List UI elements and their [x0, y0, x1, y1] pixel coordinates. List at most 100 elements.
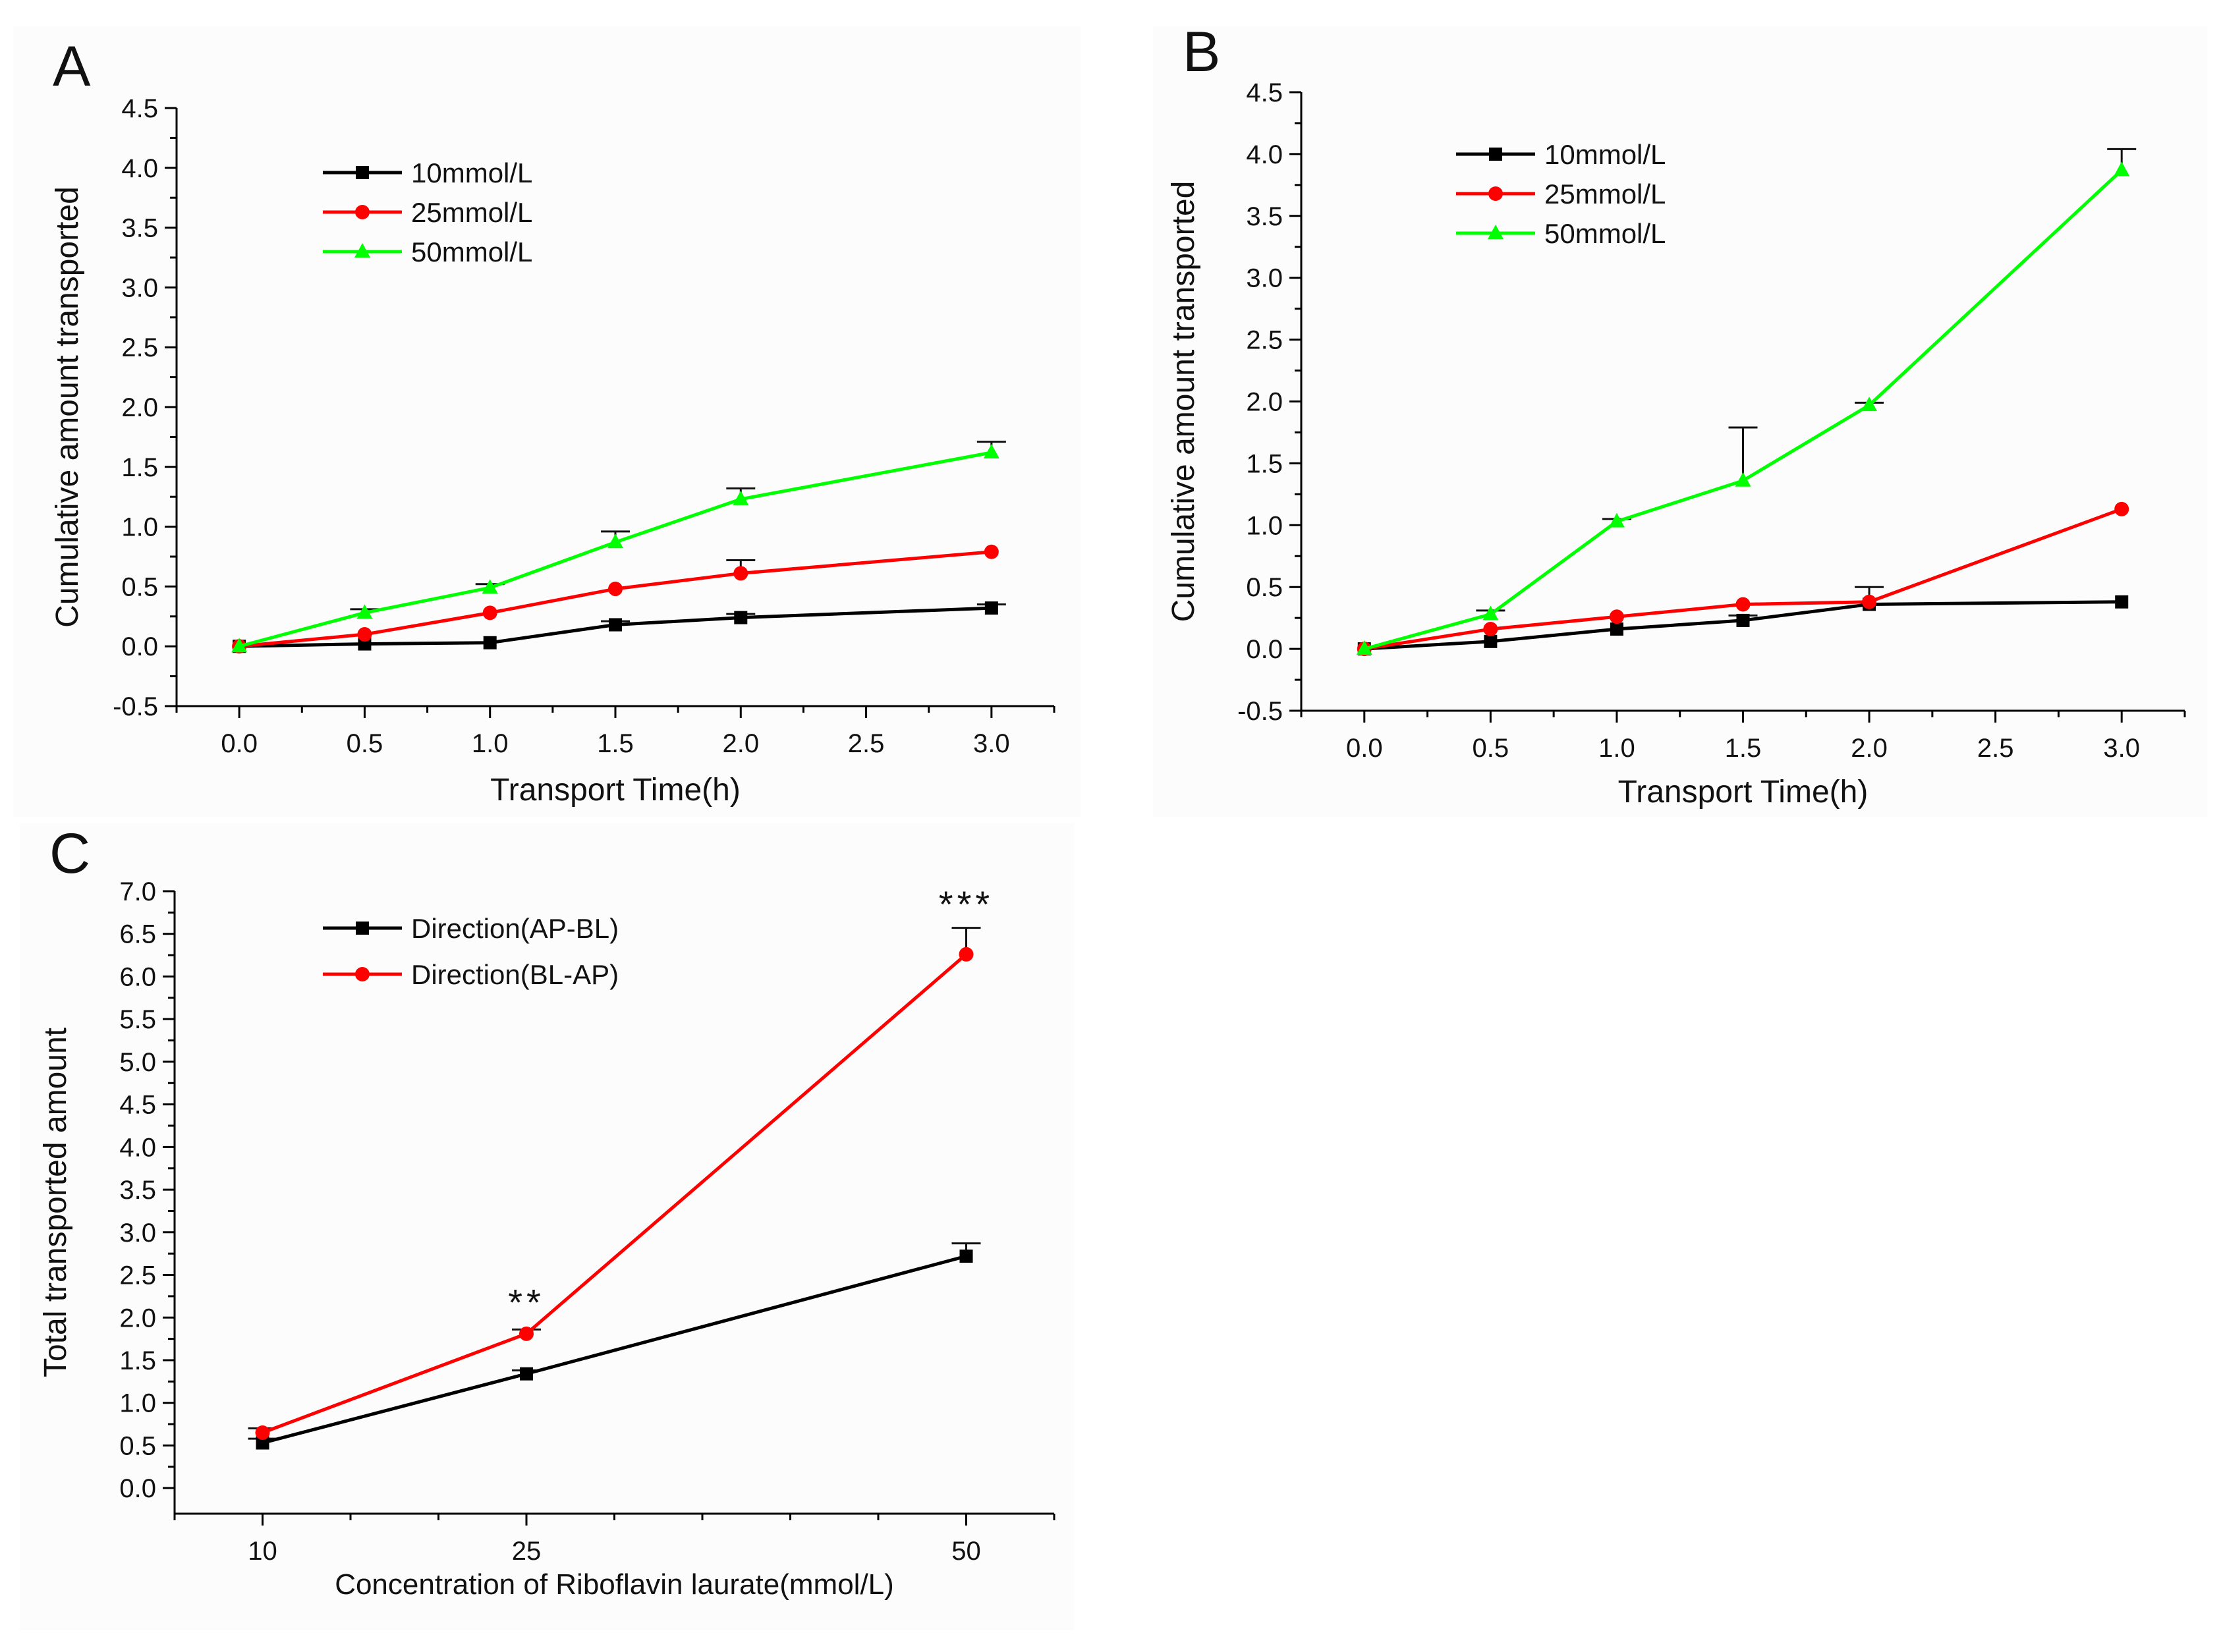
data-point [231, 638, 248, 653]
y-tick-label: 4.0 [1246, 140, 1283, 169]
y-tick-label: 2.5 [119, 1261, 156, 1290]
y-tick-label: 2.5 [121, 333, 158, 362]
chart-panel-c: C 0.0 0.5 1.0 1.5 2.0 2.5 3.0 3.5 4.0 4.5 5.0 5.5 6.0… [38, 822, 1055, 1601]
series-10mmol-l [233, 601, 1006, 653]
panel-c-background [20, 823, 1074, 1630]
y-tick-label: 6.0 [119, 962, 156, 991]
y-tick-label: 2.0 [119, 1304, 156, 1333]
y-tick-label: 1.5 [119, 1346, 156, 1375]
x-tick-label: 50 [951, 1537, 981, 1566]
x-tick-label: 0.0 [1346, 734, 1383, 763]
y-tick-label: 4.0 [121, 154, 158, 183]
x-axis-title: Concentration of Riboflavin laurate(mmol… [335, 1568, 894, 1601]
x-tick-label: 2.5 [848, 729, 885, 758]
y-axis-title: Cumulative amount transported [1166, 181, 1201, 622]
legend-marker [1488, 186, 1503, 201]
y-tick-label: 3.0 [121, 273, 158, 302]
legend-marker [355, 205, 370, 219]
data-point [608, 582, 623, 597]
y-tick-label: -0.5 [113, 692, 158, 721]
legend-label: 10mmol/L [411, 157, 532, 188]
y-tick-label: 4.5 [121, 94, 158, 123]
y-tick-label: 3.0 [1246, 264, 1283, 293]
data-point [1608, 512, 1625, 528]
series-direction-bl-ap- [248, 927, 981, 1441]
data-point [356, 604, 373, 619]
x-tick-label: 2.5 [1977, 734, 2014, 763]
series-line [239, 606, 992, 648]
data-point [733, 490, 749, 505]
legend-marker [356, 922, 369, 935]
y-tick-label: 7.0 [119, 877, 156, 906]
series-line [1364, 169, 2123, 651]
data-point [2114, 501, 2129, 516]
data-point [256, 1436, 269, 1450]
chart-panel-a: A -0.5 0.0 0.5 1.0 1.5 2.0 2.5 3.0 3.5 4.0 4.5 0.0 0.… [50, 35, 1055, 808]
legend-marker [355, 967, 370, 981]
legend-marker [1488, 225, 1504, 239]
series-50mmol-l [231, 441, 1006, 653]
panel-a-background [13, 26, 1081, 817]
data-point [984, 544, 999, 559]
legend-label: 50mmol/L [1544, 218, 1666, 249]
data-point [1482, 605, 1499, 620]
axes [175, 108, 1054, 707]
data-point [733, 566, 748, 581]
y-tick-label: 5.0 [119, 1048, 156, 1077]
series-line [262, 1254, 967, 1445]
x-tick-label: 3.0 [2103, 734, 2140, 763]
data-point [1610, 622, 1623, 636]
y-tick-label: 0.0 [121, 632, 158, 661]
y-tick-label: 0.5 [119, 1431, 156, 1460]
y-tick-label: 2.5 [1246, 326, 1283, 355]
x-tick-label: 0.0 [221, 729, 258, 758]
y-tick-label: 4.5 [119, 1091, 156, 1120]
x-tick-label: 25 [512, 1537, 542, 1566]
series-line [239, 451, 992, 648]
y-tick-label: 3.5 [121, 214, 158, 243]
x-tick-label: 1.5 [1725, 734, 1762, 763]
chart-panel-b: B -0.5 0.0 0.5 1.0 1.5 2.0 2.5 3.0 3.5 4.0 4.5 0.0 0.… [1166, 20, 2186, 810]
y-tick-label: 1.0 [1246, 511, 1283, 540]
data-point [1861, 397, 1878, 412]
y-tick-label: 0.5 [121, 572, 158, 601]
x-tick-label: 10 [248, 1537, 277, 1566]
x-tick-label: 1.5 [597, 729, 634, 758]
y-tick-label: 4.5 [1246, 78, 1283, 107]
y-tick-label: 1.0 [121, 513, 158, 542]
legend-marker [356, 166, 369, 179]
y-tick-label: 0.0 [1246, 635, 1283, 664]
panel-label: C [49, 822, 90, 885]
x-tick-label: 1.0 [1598, 734, 1635, 763]
data-point [607, 534, 623, 549]
data-point [1484, 634, 1498, 648]
data-point [483, 636, 497, 649]
data-point [959, 1250, 973, 1263]
series-line [239, 550, 992, 648]
panel-b-background [1153, 26, 2207, 817]
y-tick-label: -0.5 [1237, 697, 1283, 726]
series-25mmol-l [1357, 501, 2129, 657]
legend-label: 25mmol/L [1544, 179, 1666, 209]
panel-label: B [1183, 20, 1220, 84]
data-point [2115, 595, 2129, 609]
data-point [1356, 640, 1372, 655]
significance-marker: ** [508, 1281, 545, 1323]
data-point [1483, 622, 1498, 637]
y-tick-label: 3.0 [119, 1219, 156, 1248]
y-tick-label: 5.5 [119, 1005, 156, 1034]
y-tick-label: 6.5 [119, 920, 156, 949]
y-tick-label: 2.0 [121, 393, 158, 422]
data-point [2114, 161, 2130, 177]
x-axis-title: Transport Time(h) [490, 773, 741, 808]
y-tick-label: 0.5 [1246, 573, 1283, 602]
data-point [1862, 594, 1877, 609]
legend-label: 25mmol/L [411, 197, 532, 228]
x-axis-title: Transport Time(h) [1618, 775, 1869, 810]
y-tick-label: 2.0 [1246, 388, 1283, 417]
data-point [255, 1425, 270, 1441]
data-point [1735, 472, 1751, 487]
series-50mmol-l [1356, 148, 2137, 655]
y-axis-title: Cumulative amount transported [50, 186, 85, 628]
data-point [609, 618, 622, 632]
